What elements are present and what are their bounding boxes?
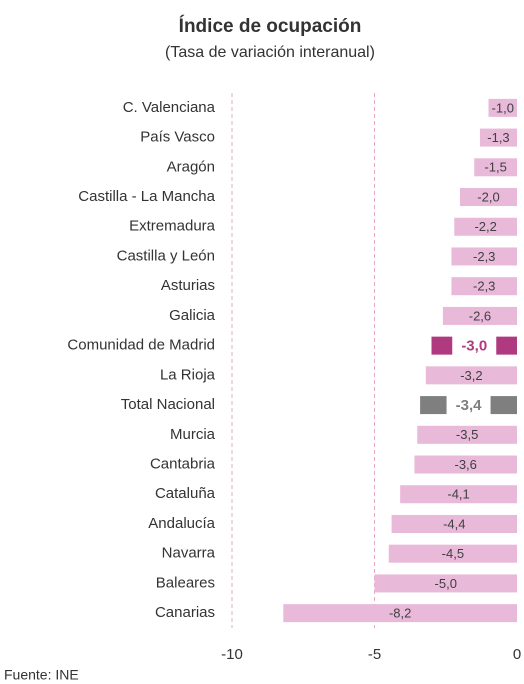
value-label: -1,0: [492, 100, 514, 115]
label-background: [446, 395, 491, 416]
y-tick-label: Murcia: [170, 426, 216, 443]
bar: [451, 277, 517, 296]
y-tick-label: Comunidad de Madrid: [67, 337, 215, 354]
bar: [460, 188, 517, 207]
value-label: -2,3: [473, 249, 495, 264]
bar: [425, 366, 517, 385]
bar: [374, 574, 517, 593]
bar: [400, 485, 517, 504]
value-label: -1,5: [484, 160, 506, 175]
y-tick-label: Castilla y León: [117, 247, 215, 264]
value-label: -2,2: [474, 219, 496, 234]
x-tick-label: 0: [513, 646, 521, 663]
value-label: -3,5: [456, 427, 478, 442]
y-tick-label: Cataluña: [155, 485, 216, 502]
y-tick-label: Baleares: [156, 574, 215, 591]
value-label: -3,0: [461, 338, 487, 355]
value-label: -4,5: [442, 546, 464, 561]
bar: [479, 128, 517, 147]
bar: [283, 604, 517, 623]
y-tick-label: País Vasco: [140, 129, 215, 146]
bar: [417, 425, 517, 444]
value-label: -4,4: [443, 516, 465, 531]
bar: [388, 544, 517, 563]
y-tick-label: Cantabria: [150, 455, 216, 472]
value-label: -2,0: [477, 189, 499, 204]
value-label: -1,3: [487, 130, 509, 145]
value-label: -2,3: [473, 279, 495, 294]
y-tick-label: Extremadura: [129, 218, 216, 235]
y-tick-label: Navarra: [162, 545, 216, 562]
value-label: -3,2: [460, 368, 482, 383]
bar: [451, 247, 517, 266]
bar: [454, 217, 517, 236]
bar: [414, 455, 517, 474]
bar: [442, 306, 517, 325]
y-tick-label: Canarias: [155, 604, 215, 621]
value-label: -3,4: [456, 397, 483, 414]
value-label: -5,0: [435, 576, 457, 591]
y-tick-label: C. Valenciana: [123, 99, 216, 116]
y-tick-label: Total Nacional: [121, 396, 215, 413]
source: Fuente: INE: [4, 667, 79, 683]
bar: [391, 514, 517, 533]
bar: [488, 98, 517, 117]
x-tick-label: -5: [368, 646, 381, 663]
value-label: -2,6: [469, 308, 491, 323]
chart-title: Índice de ocupación: [179, 15, 362, 37]
y-tick-label: La Rioja: [160, 366, 216, 383]
bar: [474, 158, 517, 177]
value-label: -8,2: [389, 606, 411, 621]
y-tick-label: Galicia: [169, 307, 216, 324]
value-label: -4,1: [447, 487, 469, 502]
y-tick-label: Asturias: [161, 277, 215, 294]
chart-subtitle: (Tasa de variación interanual): [165, 44, 375, 61]
label-background: [452, 335, 497, 356]
y-tick-label: Castilla - La Mancha: [78, 188, 215, 205]
y-tick-label: Aragón: [167, 158, 215, 175]
x-tick-label: -10: [221, 646, 243, 663]
y-tick-label: Andalucía: [148, 515, 215, 532]
value-label: -3,6: [454, 457, 476, 472]
